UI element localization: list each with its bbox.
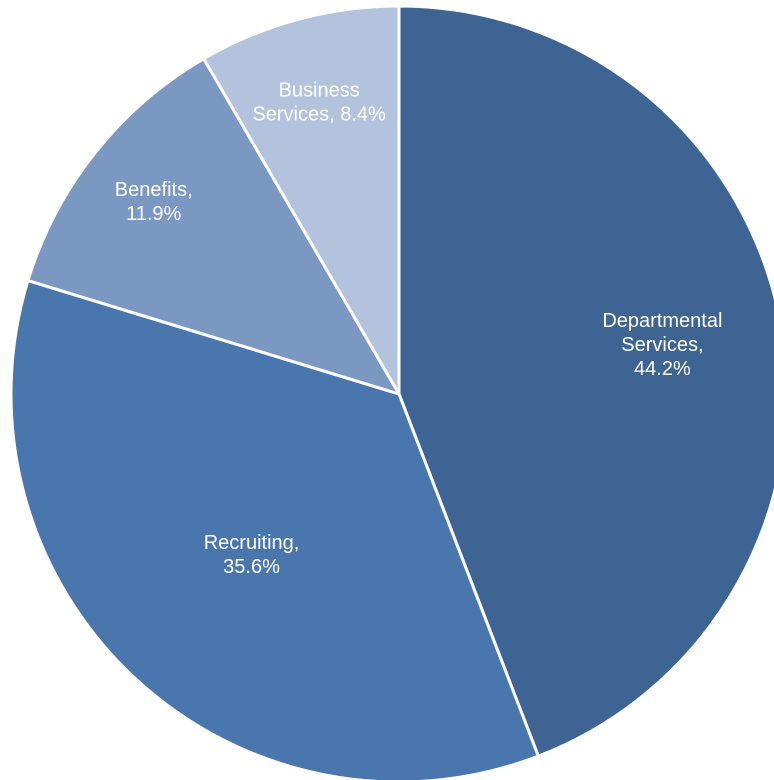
data-label-line: Recruiting, (204, 532, 300, 554)
data-label-line: Benefits, (115, 179, 193, 201)
data-label-departmental-services: Departmental Services, 44.2% (602, 310, 722, 380)
pie-slice-benefits (26, 57, 401, 396)
data-label-line: Departmental (602, 310, 722, 332)
data-label-recruiting: Recruiting, 35.6% (204, 532, 300, 578)
data-label-line: 11.9% (126, 203, 181, 225)
data-label-benefits: Benefits, 11.9% (115, 179, 193, 225)
data-label-business-services: Business Services, 8.4% (252, 80, 386, 126)
data-label-line: Services, 8.4% (252, 104, 386, 126)
pie-slices (9, 4, 774, 780)
data-label-line: Services, (621, 334, 703, 356)
pie-slice-recruiting (9, 279, 540, 780)
data-label-line: 35.6% (223, 556, 280, 578)
data-label-line: Business (279, 80, 360, 102)
data-label-line: 44.2% (634, 358, 691, 380)
pie-labels: Departmental Services, 44.2% Recruiting, 35.… (115, 80, 723, 579)
pie-slice-departmental-services (397, 4, 774, 758)
pie-slice-business-services (202, 4, 401, 396)
